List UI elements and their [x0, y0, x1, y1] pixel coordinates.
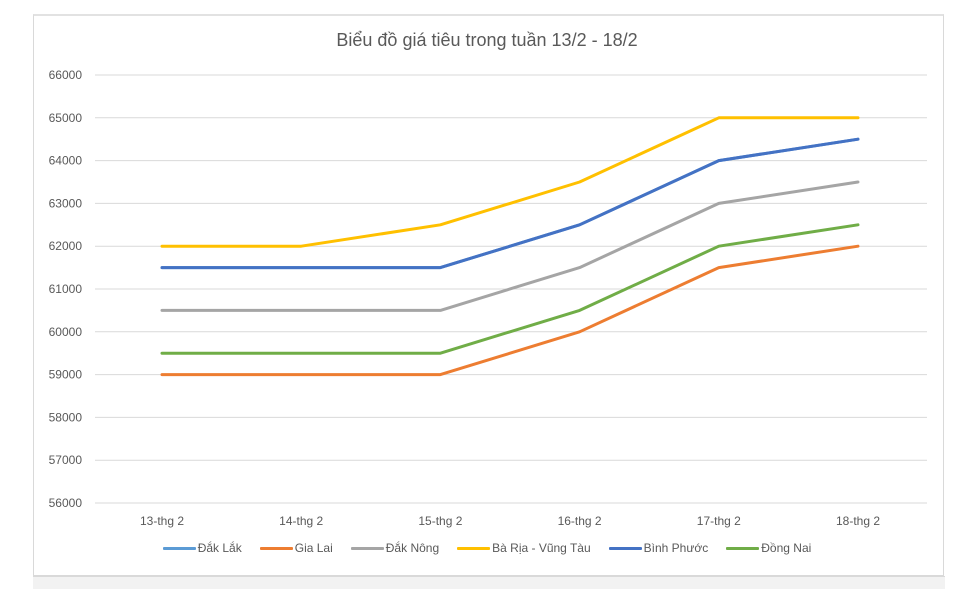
chart-legend: Đắk Lắk Gia Lai Đắk Nông Bà Rịa - Vũng Tàu B…: [0, 541, 974, 555]
x-tick-label: 15-thg 2: [418, 514, 462, 528]
legend-item[interactable]: Đắk Nông: [350, 541, 440, 555]
y-tick-label: 56000: [49, 496, 83, 510]
chart-title: Biểu đồ giá tiêu trong tuần 13/2 - 18/2: [336, 30, 638, 50]
legend-item[interactable]: Đắk Lắk: [162, 541, 242, 555]
legend-line-icon: [457, 546, 491, 550]
series-line[interactable]: [160, 223, 860, 355]
y-tick-label: 57000: [49, 453, 83, 467]
y-tick-label: 59000: [49, 368, 83, 382]
legend-line-icon: [726, 546, 760, 550]
legend-label: Gia Lai: [294, 541, 333, 555]
x-tick-label: 16-thg 2: [558, 514, 602, 528]
legend-label: Đồng Nai: [761, 541, 812, 555]
y-axis-labels: 66000 65000 64000 63000 62000 61000 60000 59000…: [49, 68, 83, 510]
y-tick-label: 58000: [49, 410, 83, 424]
y-tick-label: 60000: [49, 325, 83, 339]
legend-item[interactable]: Bình Phước: [608, 541, 709, 555]
legend-label: Bình Phước: [643, 541, 709, 555]
x-tick-label: 14-thg 2: [279, 514, 323, 528]
x-axis-labels: 13-thg 2 14-thg 2 15-thg 2 16-thg 2 17-thg 2…: [140, 514, 880, 528]
legend-label: Bà Rịa - Vũng Tàu: [492, 541, 591, 555]
y-tick-label: 64000: [49, 154, 83, 168]
series-line[interactable]: [160, 116, 860, 248]
legend-item[interactable]: Bà Rịa - Vũng Tàu: [457, 541, 591, 555]
y-tick-label: 61000: [49, 282, 83, 296]
legend-item[interactable]: Đồng Nai: [726, 541, 811, 555]
series-line[interactable]: [160, 244, 860, 377]
data-series: [160, 116, 860, 377]
y-tick-label: 66000: [49, 68, 83, 82]
y-tick-label: 62000: [49, 239, 83, 253]
series-line[interactable]: [160, 180, 860, 312]
series-line[interactable]: [160, 137, 860, 270]
y-tick-label: 63000: [49, 196, 83, 210]
x-tick-label: 17-thg 2: [697, 514, 741, 528]
spreadsheet-cells-strip: [33, 576, 945, 589]
legend-line-icon: [162, 546, 196, 550]
legend-item[interactable]: Gia Lai: [259, 541, 333, 555]
y-tick-label: 65000: [49, 111, 83, 125]
legend-line-icon: [608, 546, 642, 550]
legend-label: Đắk Nông: [385, 541, 440, 555]
legend-label: Đắk Lắk: [197, 541, 242, 555]
legend-line-icon: [259, 546, 293, 550]
legend-line-icon: [350, 546, 384, 550]
x-tick-label: 13-thg 2: [140, 514, 184, 528]
x-tick-label: 18-thg 2: [836, 514, 880, 528]
